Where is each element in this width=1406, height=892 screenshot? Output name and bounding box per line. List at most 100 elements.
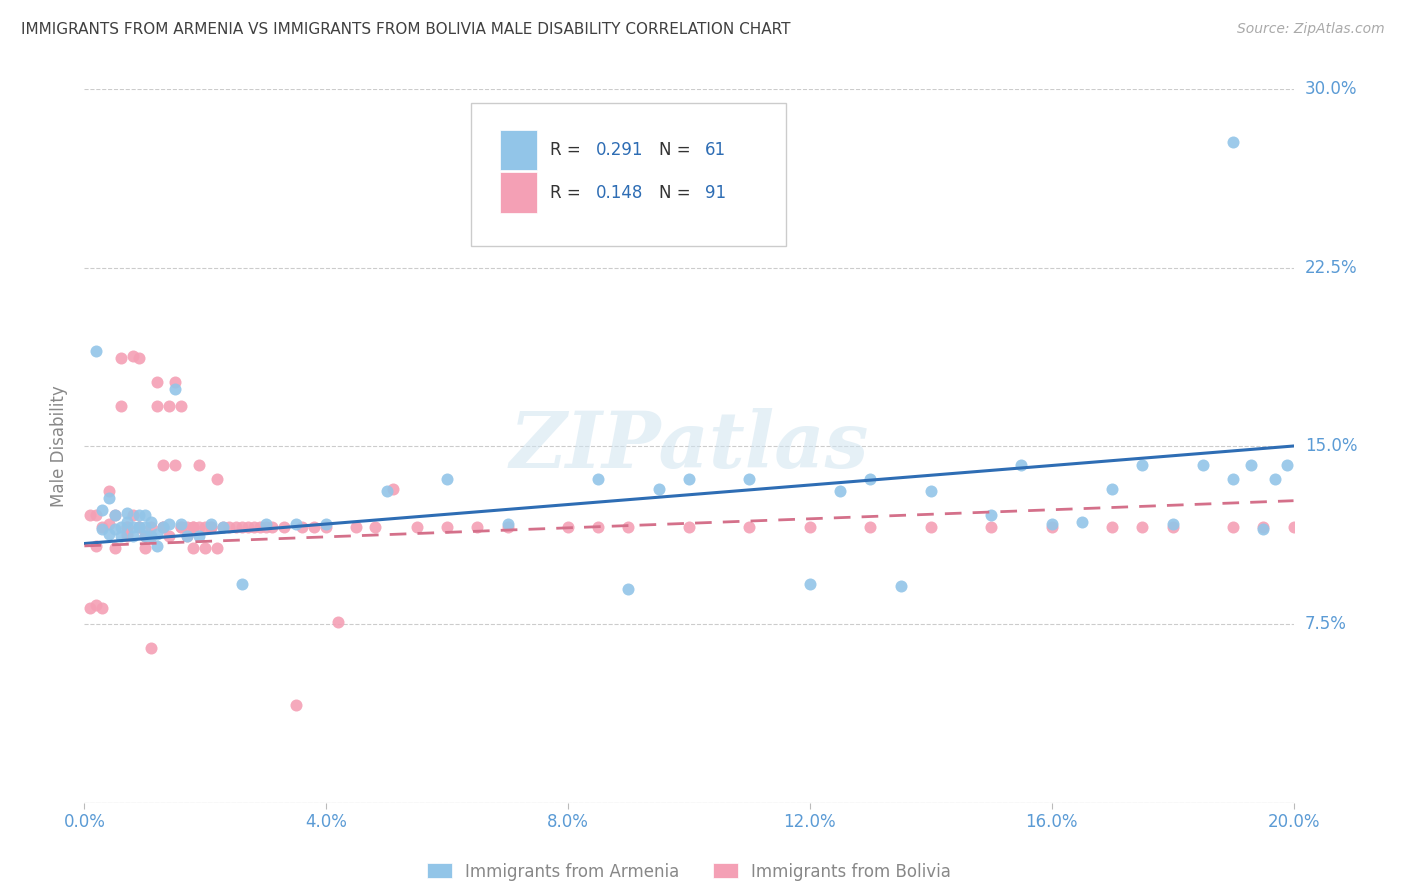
- Point: [170, 399, 193, 413]
- Point: [163, 458, 186, 472]
- Point: [1130, 520, 1153, 534]
- Point: [315, 520, 337, 534]
- Point: [97, 527, 120, 541]
- Point: [121, 520, 143, 534]
- Point: [128, 520, 150, 534]
- Point: [738, 520, 761, 534]
- Point: [139, 641, 162, 656]
- Point: [163, 375, 186, 389]
- Point: [139, 529, 162, 543]
- Point: [115, 527, 138, 541]
- Point: [152, 458, 174, 472]
- Point: [236, 520, 259, 534]
- Text: R =: R =: [550, 141, 586, 159]
- Point: [291, 520, 314, 534]
- Point: [212, 520, 235, 534]
- Point: [1040, 517, 1063, 532]
- Point: [146, 375, 169, 389]
- Text: N =: N =: [658, 184, 696, 202]
- Point: [139, 515, 162, 529]
- Text: 0.291: 0.291: [596, 141, 644, 159]
- Point: [79, 600, 101, 615]
- Point: [134, 508, 156, 522]
- Point: [146, 527, 169, 541]
- Point: [170, 517, 193, 532]
- Point: [121, 349, 143, 363]
- Point: [134, 529, 156, 543]
- Point: [678, 472, 700, 486]
- Point: [91, 600, 114, 615]
- Point: [980, 508, 1002, 522]
- FancyBboxPatch shape: [471, 103, 786, 246]
- Point: [231, 520, 253, 534]
- Point: [91, 503, 114, 517]
- Point: [170, 520, 193, 534]
- Point: [1161, 517, 1184, 532]
- Point: [315, 517, 337, 532]
- Point: [128, 520, 150, 534]
- Point: [86, 599, 108, 613]
- Point: [91, 522, 114, 536]
- Point: [104, 508, 127, 522]
- Point: [128, 508, 150, 522]
- Text: 30.0%: 30.0%: [1305, 80, 1357, 98]
- Point: [273, 520, 295, 534]
- Point: [1191, 458, 1213, 472]
- Point: [617, 582, 640, 596]
- Point: [115, 520, 138, 534]
- Point: [200, 520, 222, 534]
- Point: [1264, 472, 1286, 486]
- Point: [678, 520, 700, 534]
- Point: [97, 484, 120, 499]
- Point: [207, 472, 229, 486]
- Point: [1071, 515, 1094, 529]
- Point: [134, 520, 156, 534]
- Point: [859, 472, 882, 486]
- Point: [218, 520, 240, 534]
- Point: [157, 517, 180, 532]
- Legend: Immigrants from Armenia, Immigrants from Bolivia: Immigrants from Armenia, Immigrants from…: [420, 856, 957, 888]
- Point: [91, 520, 114, 534]
- Point: [115, 520, 138, 534]
- Point: [110, 529, 132, 543]
- Point: [346, 520, 368, 534]
- Y-axis label: Male Disability: Male Disability: [51, 385, 69, 507]
- Point: [104, 541, 127, 556]
- Point: [139, 529, 162, 543]
- Point: [1240, 458, 1263, 472]
- Point: [375, 484, 398, 499]
- Point: [181, 520, 204, 534]
- Point: [242, 520, 264, 534]
- Text: 91: 91: [704, 184, 725, 202]
- Point: [231, 577, 253, 591]
- Point: [647, 482, 671, 496]
- Point: [799, 520, 821, 534]
- Point: [181, 520, 204, 534]
- Point: [86, 343, 108, 358]
- Point: [980, 520, 1002, 534]
- Point: [128, 351, 150, 365]
- Text: Source: ZipAtlas.com: Source: ZipAtlas.com: [1237, 22, 1385, 37]
- Point: [436, 520, 458, 534]
- Point: [284, 517, 308, 532]
- Point: [302, 520, 325, 534]
- Point: [260, 520, 283, 534]
- Point: [920, 484, 942, 499]
- Point: [254, 517, 277, 532]
- Point: [496, 517, 519, 532]
- Text: N =: N =: [658, 141, 696, 159]
- Point: [1222, 472, 1244, 486]
- Point: [79, 508, 101, 522]
- Text: 7.5%: 7.5%: [1305, 615, 1347, 633]
- Point: [200, 520, 222, 534]
- Point: [134, 541, 156, 556]
- Text: 61: 61: [704, 141, 725, 159]
- Point: [121, 529, 143, 543]
- Point: [104, 522, 127, 536]
- Point: [194, 520, 217, 534]
- Point: [157, 529, 180, 543]
- Text: 22.5%: 22.5%: [1305, 259, 1357, 277]
- Point: [207, 541, 229, 556]
- Text: 15.0%: 15.0%: [1305, 437, 1357, 455]
- Point: [146, 399, 169, 413]
